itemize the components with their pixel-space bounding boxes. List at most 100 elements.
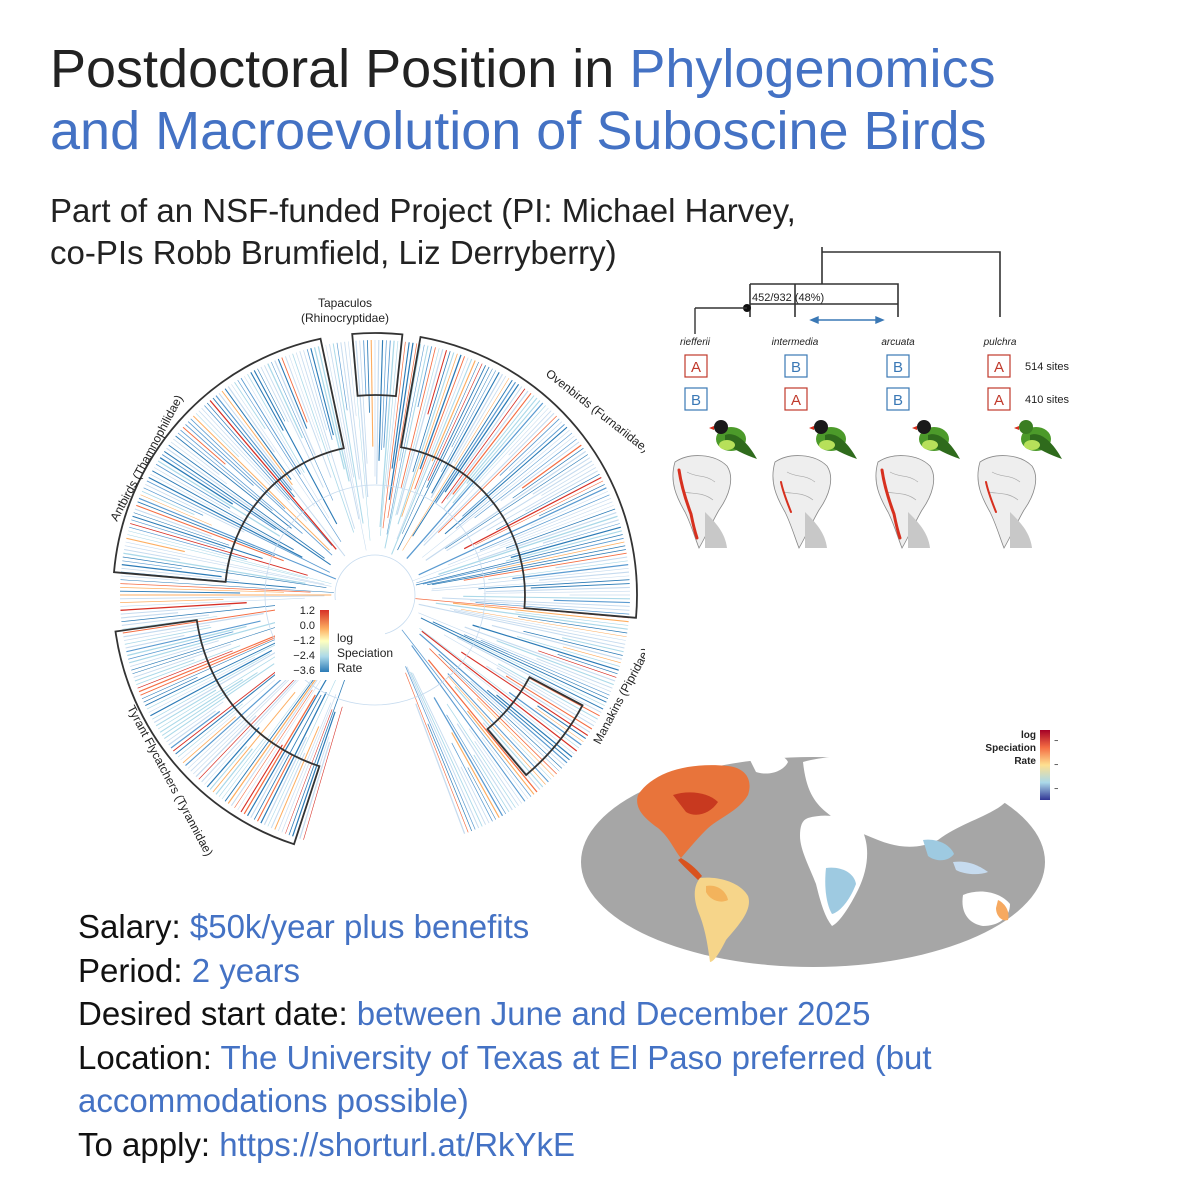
tree-branch	[467, 710, 535, 795]
tree-branch	[237, 379, 342, 542]
tree-branch	[159, 679, 244, 733]
tree-branch	[406, 402, 544, 560]
tree-branch	[198, 410, 271, 486]
tree-branch	[475, 602, 630, 615]
tree-branch	[182, 426, 226, 465]
tree-branch	[397, 366, 490, 551]
tree-branch	[528, 677, 600, 717]
apply-link[interactable]: https://shorturl.at/RkYkE	[219, 1125, 576, 1163]
taxon-label-pulchra: pulchra	[983, 337, 1017, 348]
tree-branch	[299, 741, 331, 839]
start-date-label: Desired start date:	[78, 995, 357, 1032]
tree-branch	[206, 402, 333, 546]
tree-branch	[185, 666, 296, 767]
tree-branch	[292, 711, 336, 837]
tree-branch	[152, 470, 294, 551]
tree-branch	[426, 365, 487, 488]
tree-branch	[138, 497, 337, 580]
tree-branch	[512, 564, 629, 580]
tree-branch	[541, 463, 595, 496]
tree-branch	[535, 707, 584, 743]
tree-branch	[121, 567, 239, 582]
bird-illustration	[912, 420, 960, 459]
tree-branch	[478, 512, 617, 561]
title-accent-line1: Phylogenomics	[629, 39, 996, 99]
tree-branch	[480, 639, 610, 696]
start-date-row: Desired start date: between June and Dec…	[78, 992, 1078, 1036]
range-map	[977, 455, 1037, 549]
location-row: Location: The University of Texas at El …	[78, 1036, 1078, 1080]
tree-branch	[120, 579, 334, 593]
tree-branch	[284, 356, 332, 478]
tree-branch	[177, 432, 273, 511]
tree-branch	[419, 633, 568, 764]
tree-branch	[192, 415, 330, 551]
tree-branch	[415, 534, 623, 586]
ovenbirds-box	[399, 335, 638, 619]
tree-branch	[161, 454, 277, 531]
tree-branch	[384, 345, 429, 549]
tree-branch	[488, 560, 628, 580]
legend-tick-2: −1.2	[293, 635, 315, 647]
tree-branch	[505, 508, 616, 549]
tree-branch	[553, 599, 630, 604]
tree-branch	[431, 575, 630, 592]
tree-branch	[120, 597, 305, 607]
taxon-label-arcuata: arcuata	[881, 337, 915, 348]
period-label: Period:	[78, 951, 192, 989]
tree-branch	[215, 395, 293, 491]
tree-branch	[462, 424, 565, 517]
tree-branch	[481, 737, 529, 800]
tree-branch	[446, 703, 516, 809]
tree-branch	[359, 340, 368, 464]
tree-branch	[136, 645, 241, 686]
tree-branch	[435, 602, 628, 630]
tree-branch	[512, 447, 584, 499]
tree-branch	[515, 611, 629, 626]
tree-branch	[499, 501, 613, 547]
flycatchers-box	[114, 619, 321, 846]
tree-branch	[406, 666, 480, 829]
salary-value: $50k/year plus benefits	[189, 908, 530, 945]
tree-branch	[557, 653, 618, 675]
central-america-region	[678, 858, 702, 880]
tree-branch	[221, 390, 293, 486]
tree-branch	[500, 441, 580, 502]
tree-branch	[271, 361, 334, 501]
tree-branch	[496, 694, 573, 758]
tree-branch	[131, 647, 203, 671]
tree-branch	[124, 624, 210, 641]
tree-branch	[427, 350, 447, 415]
tree-branch	[215, 748, 253, 795]
tree-branch	[460, 766, 490, 824]
tree-branch	[285, 709, 333, 834]
tree-branch	[505, 530, 622, 562]
tree-branch	[246, 677, 328, 817]
tree-branch	[443, 395, 535, 509]
page-title: Postdoctoral Position in Phylogenomics a…	[50, 38, 1170, 162]
tree-branch	[451, 368, 493, 448]
legend-tick-0: 1.2	[300, 605, 315, 617]
tree-branch	[355, 340, 369, 498]
tree-branch	[537, 705, 586, 740]
tree-branch	[336, 342, 348, 411]
tree-branch	[433, 697, 504, 817]
tree-branch	[510, 526, 621, 559]
tree-branch	[134, 508, 212, 537]
tree-branch	[469, 600, 630, 611]
tree-branch	[518, 616, 628, 634]
bird-illustration	[709, 420, 757, 459]
tree-branch	[442, 597, 630, 607]
tree-branch	[438, 415, 557, 533]
tree-branch	[419, 628, 580, 749]
world-legend-rate: Rate	[1014, 756, 1036, 767]
tree-branch	[166, 701, 224, 743]
tree-branch	[400, 347, 436, 489]
tree-branch	[120, 599, 224, 603]
tree-branch	[449, 608, 626, 641]
tree-branch	[122, 616, 218, 630]
tree-branch	[281, 357, 308, 423]
tree-branch	[121, 564, 222, 578]
australia-accent	[996, 900, 1009, 921]
tree-branch	[260, 366, 289, 423]
